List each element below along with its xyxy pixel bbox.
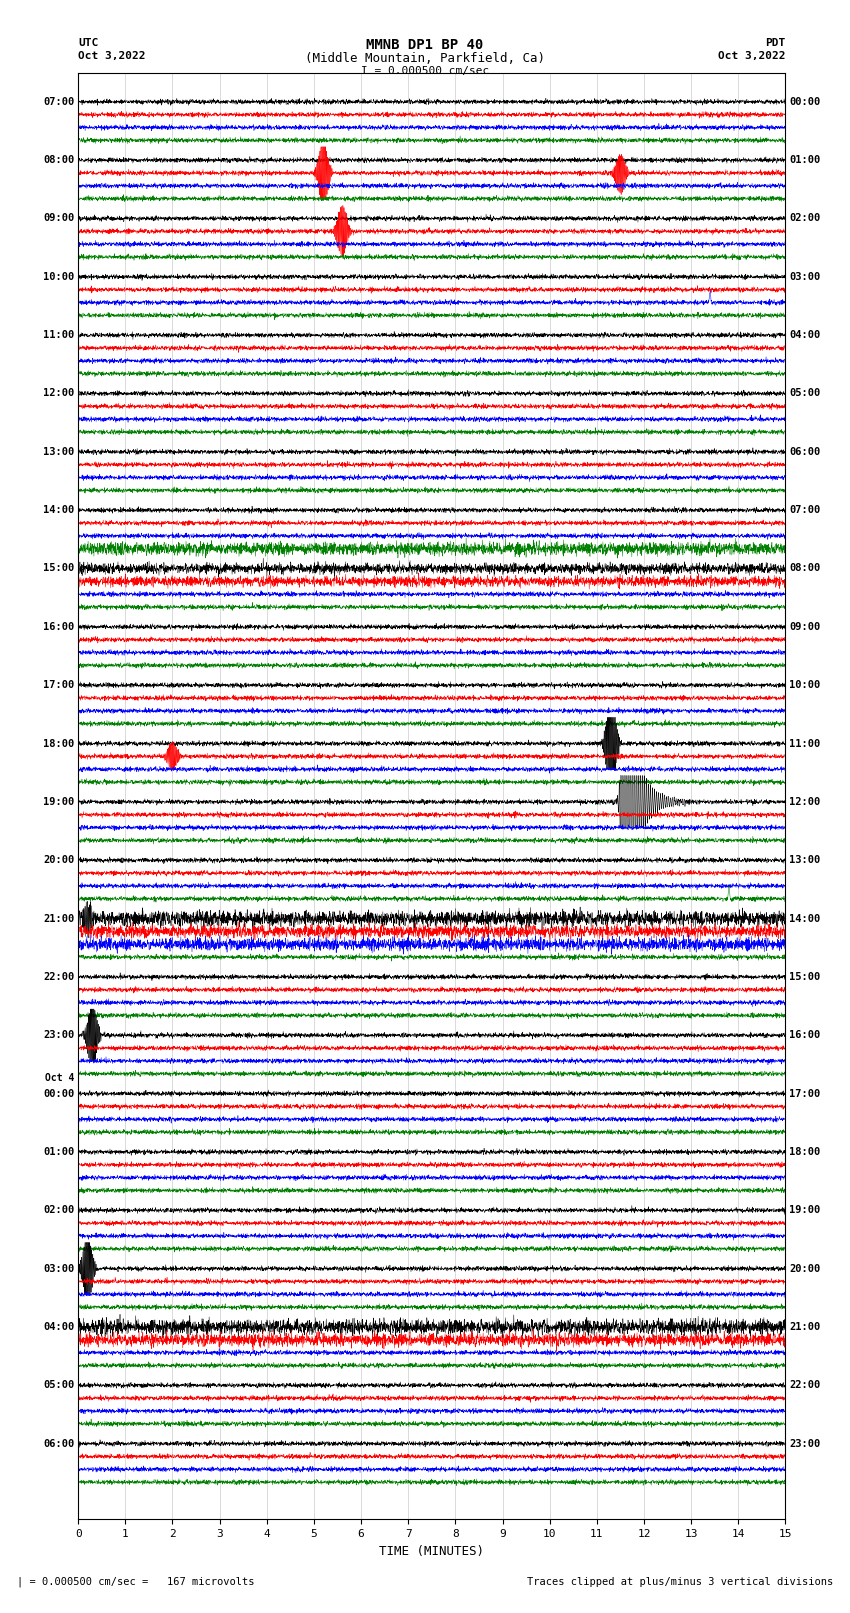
Text: 04:00: 04:00 — [43, 1323, 75, 1332]
Text: 03:00: 03:00 — [43, 1263, 75, 1274]
Text: 00:00: 00:00 — [789, 97, 820, 106]
Text: 06:00: 06:00 — [789, 447, 820, 456]
Text: 20:00: 20:00 — [789, 1263, 820, 1274]
Text: I = 0.000500 cm/sec: I = 0.000500 cm/sec — [361, 66, 489, 76]
Text: 09:00: 09:00 — [43, 213, 75, 224]
Text: 23:00: 23:00 — [789, 1439, 820, 1448]
Text: 11:00: 11:00 — [789, 739, 820, 748]
Text: 23:00: 23:00 — [43, 1031, 75, 1040]
Text: UTC: UTC — [78, 37, 99, 48]
Text: 05:00: 05:00 — [789, 389, 820, 398]
Text: 18:00: 18:00 — [43, 739, 75, 748]
Text: 13:00: 13:00 — [43, 447, 75, 456]
Text: 15:00: 15:00 — [789, 973, 820, 982]
Text: Traces clipped at plus/minus 3 vertical divisions: Traces clipped at plus/minus 3 vertical … — [527, 1578, 833, 1587]
Text: 09:00: 09:00 — [789, 623, 820, 632]
Text: 02:00: 02:00 — [43, 1205, 75, 1215]
Text: 19:00: 19:00 — [43, 797, 75, 806]
Text: 18:00: 18:00 — [789, 1147, 820, 1157]
Text: 19:00: 19:00 — [789, 1205, 820, 1215]
Text: PDT: PDT — [765, 37, 785, 48]
Text: 08:00: 08:00 — [789, 563, 820, 574]
Text: Oct 4: Oct 4 — [45, 1073, 75, 1082]
Text: 16:00: 16:00 — [43, 623, 75, 632]
Text: 01:00: 01:00 — [43, 1147, 75, 1157]
Text: 14:00: 14:00 — [43, 505, 75, 515]
Text: 06:00: 06:00 — [43, 1439, 75, 1448]
Text: 11:00: 11:00 — [43, 331, 75, 340]
Text: 05:00: 05:00 — [43, 1381, 75, 1390]
Text: 16:00: 16:00 — [789, 1031, 820, 1040]
Text: 21:00: 21:00 — [43, 913, 75, 924]
Text: | = 0.000500 cm/sec =   167 microvolts: | = 0.000500 cm/sec = 167 microvolts — [17, 1576, 254, 1587]
Text: 02:00: 02:00 — [789, 213, 820, 224]
Text: 13:00: 13:00 — [789, 855, 820, 865]
Text: 15:00: 15:00 — [43, 563, 75, 574]
Text: 07:00: 07:00 — [43, 97, 75, 106]
Text: (Middle Mountain, Parkfield, Ca): (Middle Mountain, Parkfield, Ca) — [305, 52, 545, 66]
Text: 03:00: 03:00 — [789, 271, 820, 282]
Text: MMNB DP1 BP 40: MMNB DP1 BP 40 — [366, 37, 484, 52]
Text: 17:00: 17:00 — [43, 681, 75, 690]
Text: 21:00: 21:00 — [789, 1323, 820, 1332]
Text: 12:00: 12:00 — [43, 389, 75, 398]
Text: 07:00: 07:00 — [789, 505, 820, 515]
Text: 10:00: 10:00 — [43, 271, 75, 282]
Text: 04:00: 04:00 — [789, 331, 820, 340]
Text: 12:00: 12:00 — [789, 797, 820, 806]
Text: 22:00: 22:00 — [789, 1381, 820, 1390]
Text: 01:00: 01:00 — [789, 155, 820, 165]
Text: 22:00: 22:00 — [43, 973, 75, 982]
Text: Oct 3,2022: Oct 3,2022 — [718, 50, 785, 61]
Text: 10:00: 10:00 — [789, 681, 820, 690]
Text: 00:00: 00:00 — [43, 1089, 75, 1098]
Text: 08:00: 08:00 — [43, 155, 75, 165]
X-axis label: TIME (MINUTES): TIME (MINUTES) — [379, 1545, 484, 1558]
Text: 20:00: 20:00 — [43, 855, 75, 865]
Text: Oct 3,2022: Oct 3,2022 — [78, 50, 145, 61]
Text: 17:00: 17:00 — [789, 1089, 820, 1098]
Text: 14:00: 14:00 — [789, 913, 820, 924]
